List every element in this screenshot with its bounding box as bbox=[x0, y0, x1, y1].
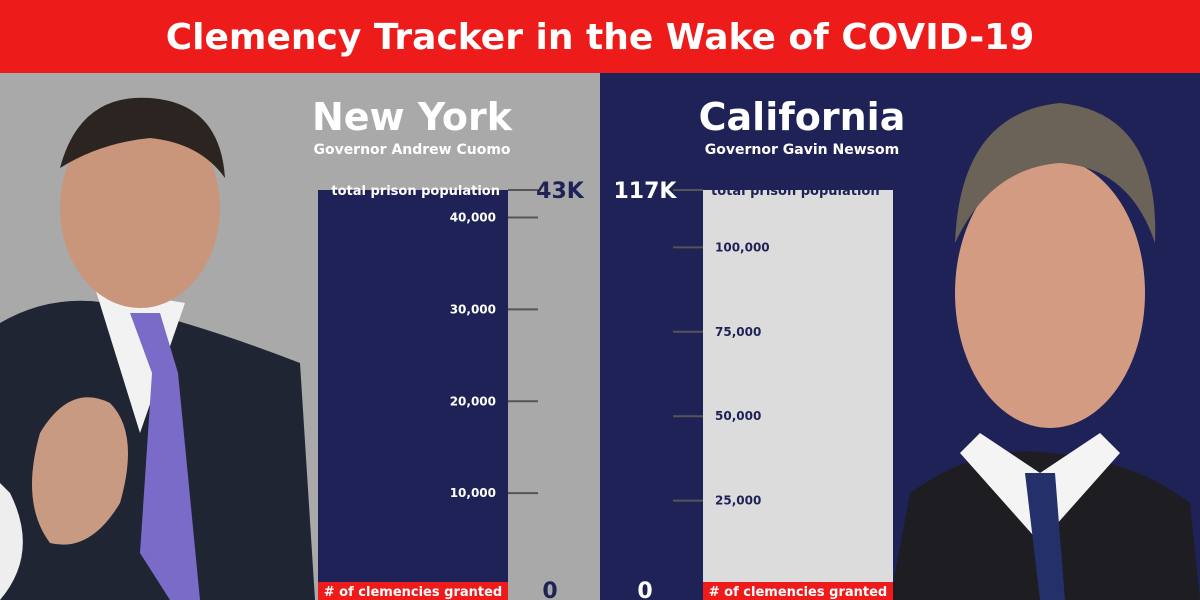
new-york-clemency-bar bbox=[318, 582, 508, 600]
page-title: Clemency Tracker in the Wake of COVID-19 bbox=[0, 0, 1200, 73]
california-tick-label: 50,000 bbox=[715, 409, 761, 423]
california-governor-photo bbox=[890, 103, 1200, 600]
new-york-tick-label: 10,000 bbox=[450, 486, 496, 500]
california-clemency-value: 0 bbox=[637, 579, 652, 600]
california-population-bar bbox=[703, 190, 893, 600]
new-york-tick-label: 20,000 bbox=[450, 394, 496, 408]
new-york-population-bar bbox=[318, 190, 508, 600]
new-york-governor-photo bbox=[0, 97, 315, 600]
california-clemency-label: # of clemencies granted bbox=[709, 585, 887, 600]
new-york-tick-label: 30,000 bbox=[450, 302, 496, 316]
new-york-population-value: 43K bbox=[536, 179, 585, 204]
new-york-clemency-value: 0 bbox=[542, 579, 557, 600]
california-tick-label: 75,000 bbox=[715, 325, 761, 339]
new-york-governor-name: Governor Andrew Cuomo bbox=[313, 142, 511, 158]
new-york-clemency-label: # of clemencies granted bbox=[324, 585, 502, 600]
california-population-value: 117K bbox=[614, 179, 678, 204]
new-york-population-label: total prison population bbox=[331, 184, 500, 199]
california-population-label: total prison population bbox=[711, 184, 880, 199]
california-tick-label: 100,000 bbox=[715, 240, 770, 254]
california-tick-label: 25,000 bbox=[715, 494, 761, 508]
california-state-name: California bbox=[698, 95, 906, 139]
california-clemency-bar bbox=[703, 582, 893, 600]
new-york-state-name: New York bbox=[311, 95, 513, 139]
california-governor-name: Governor Gavin Newsom bbox=[704, 142, 900, 158]
new-york-tick-label: 40,000 bbox=[450, 211, 496, 225]
